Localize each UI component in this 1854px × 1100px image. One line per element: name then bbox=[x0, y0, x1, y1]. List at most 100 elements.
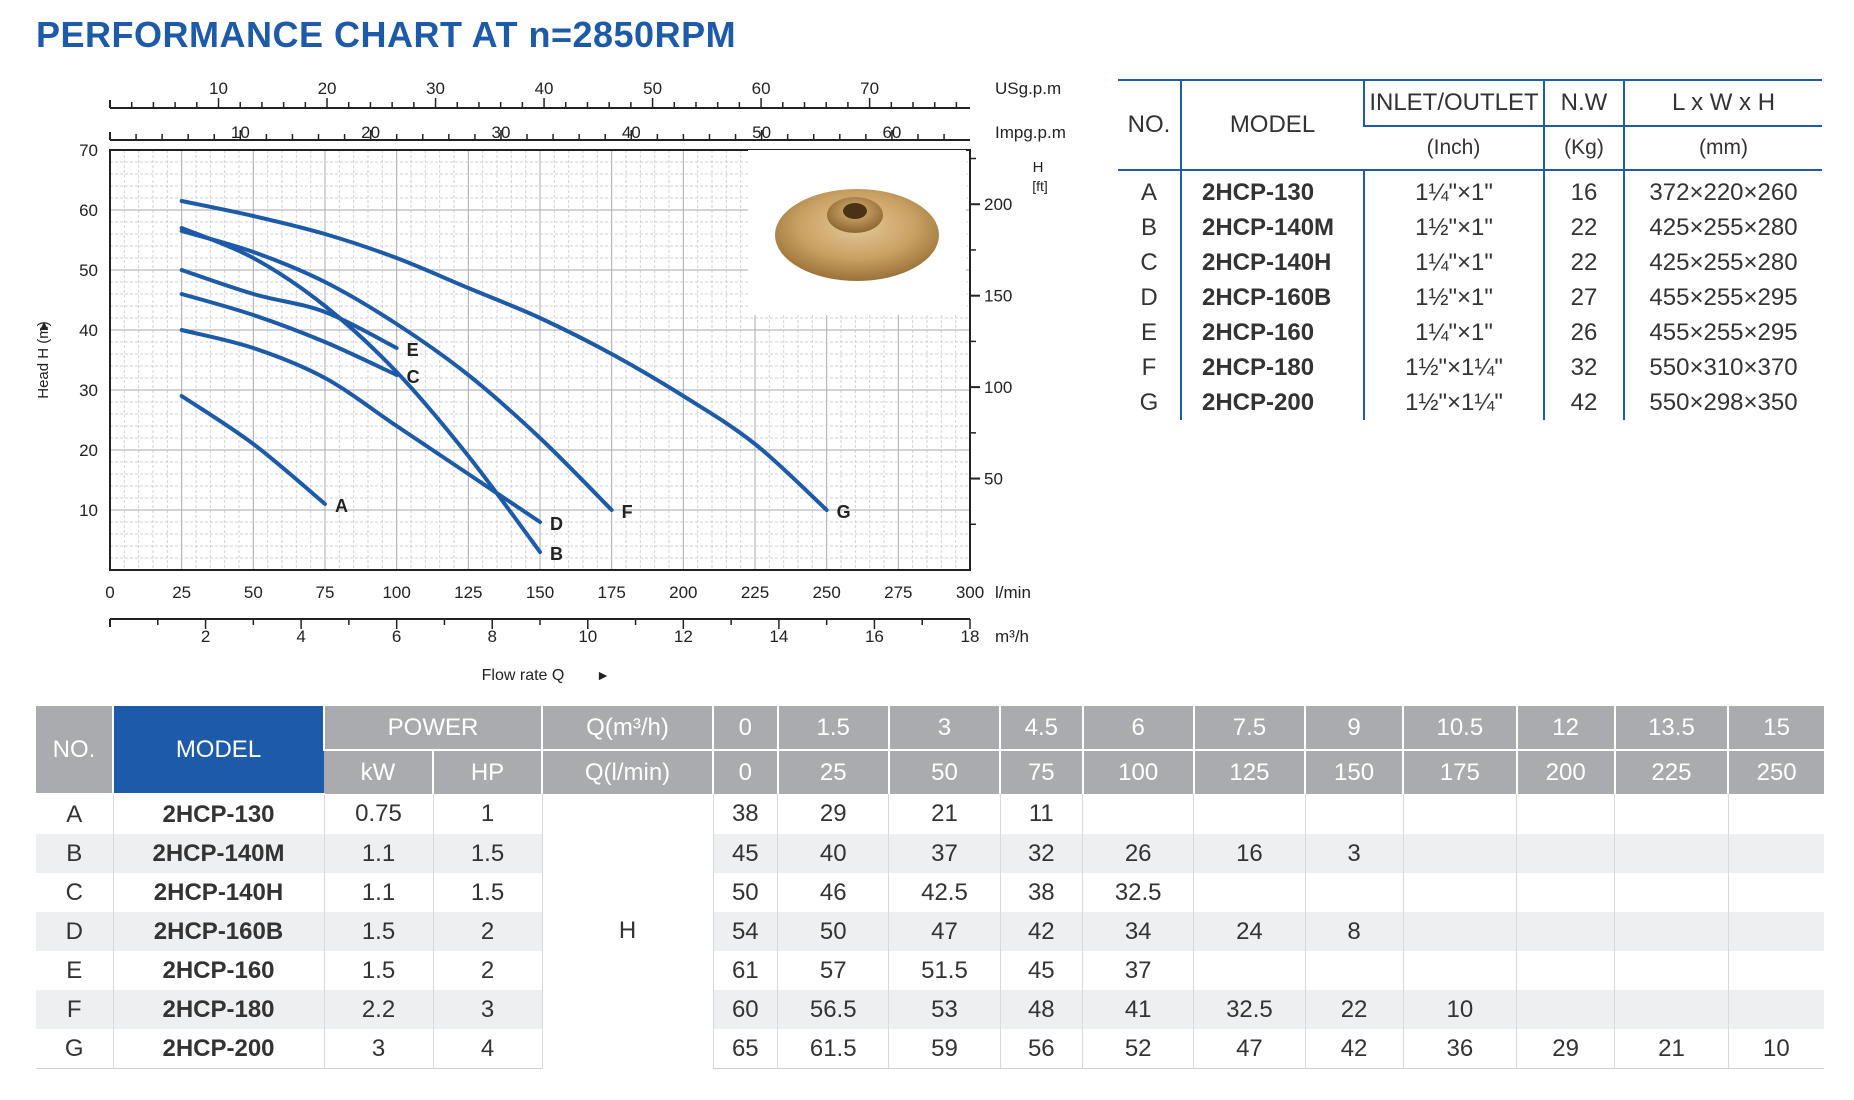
table-cell-hp: 3 bbox=[432, 990, 542, 1029]
table-header-power: POWER bbox=[323, 706, 542, 751]
spec-header-no: NO. bbox=[1118, 79, 1181, 170]
impgpm-axis-tick-label: 30 bbox=[492, 123, 511, 142]
table-cell-head-value: 45 bbox=[999, 951, 1083, 990]
curve-label-f: F bbox=[622, 502, 633, 522]
table-cell-head-value: 47 bbox=[888, 912, 1001, 951]
table-cell-head-value bbox=[1727, 990, 1824, 1029]
table-cell-model: 2HCP-140H bbox=[112, 873, 324, 912]
table-header-q-m3h-value: 10.5 bbox=[1402, 706, 1517, 751]
table-cell-head-value bbox=[1193, 951, 1306, 990]
table-cell-head-value bbox=[1304, 873, 1404, 912]
table-header-model: MODEL bbox=[112, 706, 324, 795]
impgpm-axis-tick-label: 40 bbox=[622, 123, 641, 142]
spec-cell-dim: 550×298×350 bbox=[1623, 385, 1822, 420]
m3h-axis-tick-label: 14 bbox=[769, 627, 788, 646]
spec-header-inlet-unit: (Inch) bbox=[1364, 125, 1544, 170]
table-cell-head-value: 61.5 bbox=[777, 1029, 889, 1069]
table-cell-head-value: 57 bbox=[777, 951, 889, 990]
spec-cell-inlet: 1½"×1¼" bbox=[1363, 385, 1544, 420]
y-tick-label: 40 bbox=[79, 321, 98, 340]
curve-d bbox=[179, 328, 542, 524]
table-header-q-m3h-value: 1.5 bbox=[776, 706, 889, 751]
right-axis-unit: [ft] bbox=[1032, 178, 1048, 194]
table-cell-model: 2HCP-160 bbox=[112, 951, 324, 990]
table-cell-head-value bbox=[1614, 834, 1729, 873]
table-header-q-lmin-value: 200 bbox=[1515, 750, 1615, 794]
table-cell-head-value bbox=[1727, 912, 1824, 951]
spec-cell-nw: 22 bbox=[1543, 210, 1624, 245]
spec-cell-inlet: 1¼"×1" bbox=[1363, 245, 1544, 280]
m3h-axis-tick-label: 10 bbox=[578, 627, 597, 646]
table-cell-head-value: 38 bbox=[999, 873, 1083, 912]
impeller-disc bbox=[775, 189, 939, 281]
spec-row: F 2HCP-180 1½"×1¼" 32 550×310×370 bbox=[1118, 350, 1822, 385]
table-cell-kw: 1.1 bbox=[323, 873, 433, 912]
table-cell-hp: 1.5 bbox=[432, 873, 542, 912]
impeller-image bbox=[748, 150, 966, 315]
chart-axes: 0 25 50 75 100 125 150 175 200 225 250 275 300 l/min1… bbox=[35, 79, 1066, 684]
chart-curves bbox=[179, 199, 829, 554]
table-header-q-lmin-value: 100 bbox=[1081, 750, 1194, 794]
spec-cell-model: 2HCP-140M bbox=[1180, 210, 1364, 245]
spec-cell-inlet: 1½"×1¼" bbox=[1363, 350, 1544, 385]
curve-label-g: G bbox=[837, 502, 851, 522]
table-cell-head-value: 41 bbox=[1082, 990, 1194, 1029]
impgpm-axis-tick-label: 10 bbox=[231, 123, 250, 142]
y-tick-label: 30 bbox=[79, 381, 98, 400]
table-cell-head-value: 50 bbox=[777, 912, 889, 951]
table-cell-no: A bbox=[66, 800, 83, 828]
table-cell-head-value bbox=[1727, 834, 1824, 873]
page-title: PERFORMANCE CHART AT n=2850RPM bbox=[36, 14, 737, 55]
table-cell-head-value: 8 bbox=[1304, 912, 1404, 951]
table-cell-head-value: 32.5 bbox=[1193, 990, 1306, 1029]
table-cell-model: 2HCP-130 bbox=[112, 794, 324, 834]
table-cell-hp: 2 bbox=[432, 912, 542, 951]
x-tick-label: 100 bbox=[382, 583, 410, 602]
table-cell-head-value: 24 bbox=[1193, 912, 1306, 951]
table-header-q-lmin-value: 50 bbox=[887, 750, 1001, 794]
spec-cell-model: 2HCP-180 bbox=[1180, 350, 1364, 385]
usgpm-axis-tick-label: 60 bbox=[752, 79, 771, 98]
table-cell-head-value bbox=[1193, 873, 1306, 912]
table-cell-head-value: 50 bbox=[712, 873, 778, 912]
table-header-q-m3h: Q(m³/h) bbox=[541, 706, 713, 751]
table-cell-head-value: 42.5 bbox=[888, 873, 1001, 912]
table-header-q-lmin: Q(l/min) bbox=[541, 750, 713, 794]
spec-row: B 2HCP-140M 1½"×1" 22 425×255×280 bbox=[1118, 210, 1822, 245]
table-cell-head-value: 36 bbox=[1402, 1029, 1517, 1069]
curve-label-a: A bbox=[335, 496, 348, 516]
performance-data-table: NO. MODEL POWER Q(m³/h) 0 1.5 3 4.5 6 7.5 9 10.… bbox=[36, 706, 1824, 1069]
spec-cell-dim: 455×255×295 bbox=[1623, 280, 1822, 315]
spec-row: G 2HCP-200 1½"×1¼" 42 550×298×350 bbox=[1118, 385, 1822, 420]
table-cell-head-value: 56.5 bbox=[777, 990, 889, 1029]
table-header-q-m3h-value: 12 bbox=[1515, 706, 1615, 751]
table-header-q-m3h-value: 4.5 bbox=[999, 706, 1083, 751]
spec-cell-no: B bbox=[1140, 213, 1157, 241]
x-tick-label: 275 bbox=[884, 583, 912, 602]
table-cell-head-value bbox=[1516, 873, 1615, 912]
spec-header-nw-unit: (Kg) bbox=[1543, 125, 1624, 170]
table-header-q-m3h-value: 15 bbox=[1727, 706, 1824, 751]
table-row: E 2HCP-160 1.5 2 61 57 51.5 45 37 bbox=[36, 951, 1824, 990]
table-cell-no: E bbox=[66, 956, 83, 984]
x-tick-label: 250 bbox=[812, 583, 840, 602]
x-unit-label: l/min bbox=[995, 583, 1031, 602]
y-tick-label: 50 bbox=[79, 261, 98, 280]
y-tick-label: 10 bbox=[79, 501, 98, 520]
spec-cell-nw: 27 bbox=[1543, 280, 1624, 315]
spec-cell-model: 2HCP-160B bbox=[1180, 280, 1364, 315]
y-axis-arrow-icon: ▲ bbox=[37, 317, 51, 333]
table-cell-head-value bbox=[1516, 990, 1615, 1029]
table-header-q-lmin-value: 125 bbox=[1192, 750, 1306, 794]
table-cell-head-value bbox=[1402, 834, 1517, 873]
right-axis-tick-label: 100 bbox=[984, 378, 1012, 397]
spec-cell-inlet: 1½"×1" bbox=[1363, 210, 1544, 245]
table-row: B 2HCP-140M 1.1 1.5 45 40 37 32 26 16 3 bbox=[36, 834, 1824, 873]
spec-cell-no: D bbox=[1140, 283, 1158, 311]
table-header-q-lmin-value: 175 bbox=[1402, 750, 1517, 794]
right-axis-label: H bbox=[1033, 159, 1044, 176]
x-axis-arrow-icon: ► bbox=[596, 667, 610, 683]
table-cell-head-value bbox=[1614, 990, 1729, 1029]
table-cell-head-value bbox=[1727, 794, 1824, 834]
performance-chart: 0 25 50 75 100 125 150 175 200 225 250 275 300 l/min1… bbox=[35, 79, 1066, 684]
